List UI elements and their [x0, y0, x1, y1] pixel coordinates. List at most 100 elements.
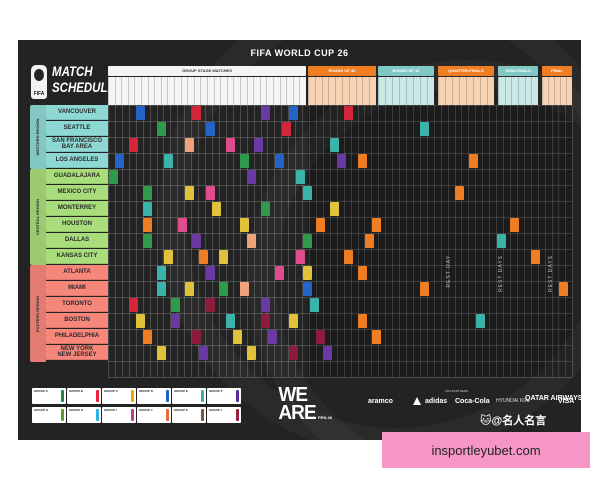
date-column — [420, 77, 428, 105]
grid-column-line — [509, 105, 511, 377]
match-chip — [247, 346, 257, 360]
date-column — [406, 77, 414, 105]
match-chip — [233, 330, 243, 344]
url-banner[interactable]: insportleyubet.com — [382, 432, 590, 468]
group-color-swatch — [131, 409, 134, 421]
grid-column-line — [156, 105, 158, 377]
date-column — [233, 77, 241, 105]
match-chip — [115, 154, 125, 168]
match-chip — [358, 154, 367, 168]
grid-column-line — [322, 105, 324, 377]
date-column — [193, 77, 202, 105]
date-column — [385, 77, 393, 105]
adidas-icon — [413, 397, 421, 405]
match-chip — [267, 330, 277, 344]
phase-header-6: FINAL — [542, 66, 572, 76]
grid-column-line — [426, 105, 428, 377]
group-color-swatch — [201, 390, 204, 402]
grid-column-line — [378, 105, 380, 377]
date-column — [134, 77, 142, 105]
grid-row-line — [108, 361, 572, 362]
date-header-block — [108, 77, 306, 105]
date-column — [154, 77, 162, 105]
date-column — [399, 77, 407, 105]
grid-column-line — [482, 105, 484, 377]
city-row: SEATTLE — [46, 121, 108, 136]
group-legend-item: GROUP D — [137, 388, 171, 404]
date-column — [240, 77, 248, 105]
date-column — [413, 77, 421, 105]
grid-column-line — [558, 105, 560, 377]
match-chip — [281, 122, 291, 136]
match-chip — [261, 202, 270, 216]
match-chip — [330, 202, 340, 216]
match-chip — [364, 234, 374, 248]
date-column — [246, 77, 255, 105]
sponsor-logo: VISA — [558, 398, 575, 405]
phase-header-4: QUARTER-FINALS — [438, 66, 494, 76]
grid-column-line — [440, 105, 442, 377]
group-color-swatch — [236, 390, 239, 402]
region-label: WESTERN REGION — [35, 118, 40, 156]
group-color-swatch — [166, 390, 169, 402]
poster-title: FIFA WORLD CUP 26 — [250, 48, 349, 58]
grid-column-line — [516, 105, 518, 377]
grid-column-line — [281, 105, 283, 377]
schedule-grid: REST DAY REST DAYS REST DAYS — [108, 105, 574, 378]
match-chip — [163, 154, 173, 168]
match-chip — [247, 234, 257, 248]
match-chip — [337, 154, 347, 168]
grid-column-line — [412, 105, 414, 377]
group-name: GROUP K — [174, 408, 188, 412]
grid-row-line — [108, 201, 572, 202]
match-chip — [170, 314, 180, 328]
group-legend-item: GROUP H — [67, 407, 101, 423]
group-name: GROUP D — [139, 389, 153, 393]
date-column — [121, 77, 129, 105]
grid-column-line — [551, 105, 553, 377]
group-color-swatch — [61, 409, 64, 421]
grid-column-line — [128, 105, 130, 377]
logo-text: FIFA — [33, 91, 45, 97]
grid-column-line — [267, 105, 269, 377]
date-column — [355, 77, 364, 105]
grid-column-line — [433, 105, 435, 377]
city-row: MEXICO CITY — [46, 185, 108, 200]
match-chip — [558, 282, 568, 296]
grid-column-line — [225, 105, 227, 377]
grid-column-line — [288, 105, 290, 377]
match-chip — [309, 298, 319, 312]
match-chip — [240, 282, 250, 296]
date-column — [147, 77, 156, 105]
grid-column-line — [419, 105, 421, 377]
match-chip — [288, 314, 298, 328]
city-row: KANSAS CITY — [46, 249, 108, 264]
group-legend-item: GROUP K — [172, 407, 206, 423]
grid-row-line — [108, 137, 572, 138]
group-legend-item: GROUP I — [102, 407, 136, 423]
sponsor-logo: adidas — [425, 398, 448, 405]
grid-column-line — [392, 105, 394, 377]
city-row: ATLANTA — [46, 265, 108, 280]
date-column — [253, 77, 261, 105]
group-color-swatch — [236, 409, 239, 421]
grid-column-line — [177, 105, 179, 377]
match-chip — [163, 250, 173, 264]
grid-column-line — [544, 105, 546, 377]
rest-day-label: REST DAY — [446, 255, 452, 288]
group-legend-item: GROUP A — [32, 388, 66, 404]
match-chip — [226, 138, 236, 152]
grid-row-line — [108, 345, 572, 346]
date-column — [167, 77, 175, 105]
date-column — [369, 77, 377, 105]
match-chip — [136, 314, 146, 328]
group-name: GROUP G — [34, 408, 49, 412]
date-column — [480, 77, 488, 105]
grid-column-line — [530, 105, 532, 377]
date-column — [554, 77, 561, 105]
date-column — [259, 77, 268, 105]
grid-column-line — [170, 105, 172, 377]
date-header-block — [378, 77, 434, 105]
date-column — [548, 77, 555, 105]
grid-column-line — [399, 105, 401, 377]
